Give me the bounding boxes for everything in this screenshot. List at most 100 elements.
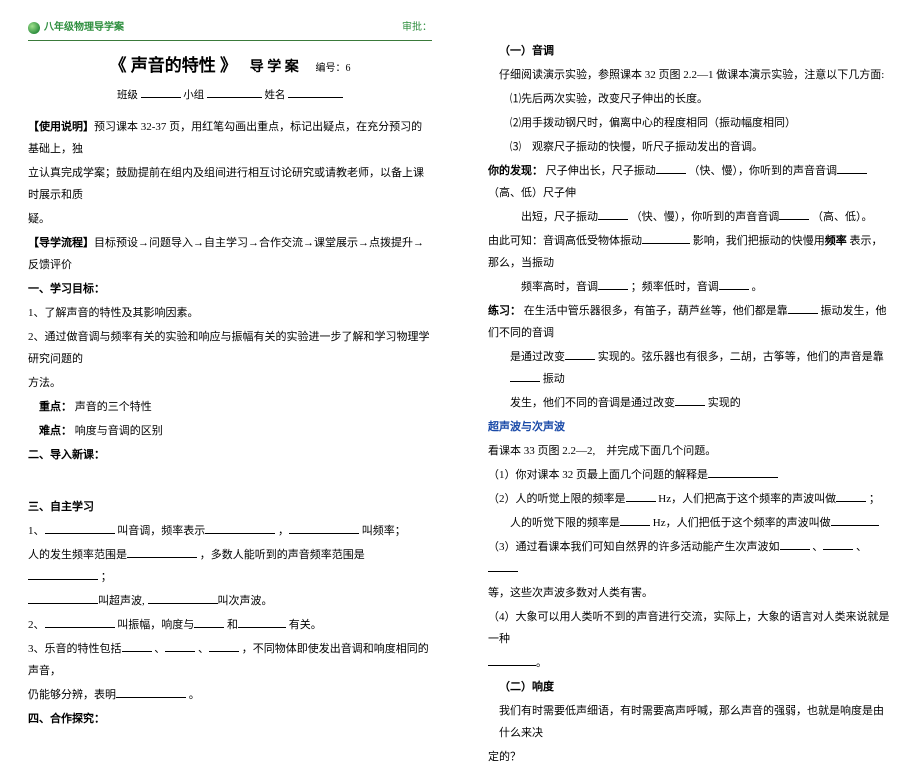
page-header: 八年级物理导学案 审批：	[28, 18, 432, 41]
blank	[28, 568, 98, 580]
flow-block: 【导学流程】目标预设→问题导入→自主学习→合作交流→课堂展示→点拨提升→反馈评价	[28, 232, 432, 276]
main-title: 《 声音的特性 》	[110, 56, 238, 75]
blank	[148, 592, 218, 604]
r-prac3: 发生，他们不同的音调是通过改变 实现的	[488, 392, 892, 414]
s3l1a: 1、	[28, 525, 45, 537]
r-sp3: （2）人的听觉上限的频率是 Hz，人们把高于这个频率的声波叫做 ；	[488, 488, 892, 510]
rc2b: ；频率低时，音调	[631, 281, 719, 293]
blank	[194, 616, 224, 628]
rf2a: 出短，尺子振动	[521, 211, 598, 223]
blank	[779, 208, 809, 220]
s3l1d: 叫频率；	[362, 525, 406, 537]
class-row: 班级 小组 姓名	[28, 85, 432, 106]
usage-line2: 立认真完成学案；鼓励提前在组内及组间进行相互讨论研究或请教老师，以备上课时展示和…	[28, 162, 432, 206]
sec3-line3: 叫超声波, 叫次声波。	[28, 590, 432, 612]
rsp3b: Hz，人们把高于这个频率的声波叫做	[658, 493, 836, 505]
blank	[488, 560, 518, 572]
blank	[289, 522, 359, 534]
blank	[823, 538, 853, 550]
blank-class	[141, 86, 181, 98]
key-point: 重点： 声音的三个特性	[28, 396, 432, 418]
s3l5b: 、	[154, 643, 165, 655]
r-con1: 由此可知：音调高低受物体振动 影响，我们把振动的快慢用频率 表示，那么，当振动	[488, 230, 892, 274]
r-rp2: 定的？	[488, 746, 892, 768]
header-spacer	[488, 18, 892, 32]
blank	[45, 522, 115, 534]
rc2c: 。	[752, 281, 763, 293]
rsp5c: 、	[856, 541, 867, 553]
rsp5a: （3）通过看课本我们可知自然界的许多活动能产生次声波如	[488, 541, 780, 553]
blank	[209, 640, 239, 652]
r-h2: 超声波与次声波	[488, 416, 892, 438]
r-sp4: 人的听觉下限的频率是 Hz，人们把低于这个频率的声波叫做	[488, 512, 892, 534]
blank	[510, 370, 540, 382]
serial-number: 编号：6	[316, 63, 351, 74]
blank	[45, 616, 115, 628]
sec3-line2: 人的发生频率范围是 ，多数人能听到的声音频率范围是 ；	[28, 544, 432, 588]
blank	[127, 546, 197, 558]
blank	[656, 162, 686, 174]
blank	[238, 616, 286, 628]
goals-head: 一、学习目标：	[28, 278, 432, 300]
right-column: （一）音调 仔细阅读演示实验，参照课本 32 页图 2.2—1 做课本演示实验，…	[460, 0, 920, 650]
blank	[642, 232, 690, 244]
rc1a: 由此可知：音调高低受物体振动	[488, 235, 642, 247]
r-p3: ⑵用手拨动钢尺时，偏离中心的程度相同（振动幅度相同）	[488, 112, 892, 134]
rsp4a: 人的听觉下限的频率是	[510, 517, 620, 529]
r-con2: 频率高时，音调 ；频率低时，音调 。	[488, 276, 892, 298]
blank	[837, 162, 867, 174]
r-sp1: 看课本 33 页图 2.2—2, 并完成下面几个问题。	[488, 440, 892, 462]
s3l5c: 、	[198, 643, 209, 655]
blank	[788, 302, 818, 314]
prac-label: 练习：	[488, 305, 521, 317]
s3l3b: 叫次声波。	[218, 595, 273, 607]
s3l4a: 2、	[28, 619, 45, 631]
blank	[675, 394, 705, 406]
s3l1b: 叫音调，频率表示	[117, 525, 205, 537]
blank	[116, 686, 186, 698]
rp2b: 实现的。弦乐器也有很多，二胡，古筝等，他们的声音是靠	[598, 351, 884, 363]
header-right: 审批：	[402, 18, 432, 38]
s3l6a: 仍能够分辨，表明	[28, 689, 116, 701]
left-column: 八年级物理导学案 审批： 《 声音的特性 》 导 学 案 编号：6 班级 小组 …	[0, 0, 460, 650]
s3l4d: 有关。	[289, 619, 322, 631]
usage-block: 【使用说明】预习课本 32-37 页，用红笔勾画出重点，标记出疑点，在充分预习的…	[28, 116, 432, 160]
sec3-line5: 3、乐音的特性包括 、 、 ，不同物体即使发出音调和响度相同的声音，	[28, 638, 432, 682]
blank-name	[288, 86, 343, 98]
rc1b: 影响，我们把振动的快慢用	[693, 235, 825, 247]
key-text: 声音的三个特性	[75, 401, 152, 413]
r-h1: （一）音调	[488, 40, 892, 62]
diff-label: 难点：	[39, 425, 72, 437]
blank	[205, 522, 275, 534]
diff-point: 难点： 响度与音调的区别	[28, 420, 432, 442]
sec3-head: 三、自主学习	[28, 496, 432, 518]
blank	[598, 278, 628, 290]
r-p1: 仔细阅读演示实验，参照课本 32 页图 2.2—1 做课本演示实验，注意以下几方…	[488, 64, 892, 86]
rf2c: （高、低）。	[812, 211, 873, 223]
r-prac1: 练习： 在生活中管乐器很多，有笛子，葫芦丝等，他们都是靠 振动发生，他们不同的音…	[488, 300, 892, 344]
diff-text: 响度与音调的区别	[75, 425, 163, 437]
s3l4c: 和	[227, 619, 238, 631]
r-sp8: 。	[488, 652, 892, 674]
rsp3c: ；	[869, 493, 880, 505]
r-prac2: 是通过改变 实现的。弦乐器也有很多，二胡，古筝等，他们的声音是靠 振动	[488, 346, 892, 390]
rf2b: （快、慢），你听到的声音音调	[631, 211, 780, 223]
r-sp2: （1）你对课本 32 页最上面几个问题的解释是	[488, 464, 892, 486]
logo-dot-icon	[28, 22, 40, 34]
blank	[488, 654, 536, 666]
goal-1: 1、了解声音的特性及其影响因素。	[28, 302, 432, 324]
flow-label: 【导学流程】	[28, 237, 94, 249]
header-left: 八年级物理导学案	[44, 18, 124, 38]
rsp3a: （2）人的听觉上限的频率是	[488, 493, 626, 505]
blank	[565, 348, 595, 360]
r-p2: ⑴先后两次实验，改变尺子伸出的长度。	[488, 88, 892, 110]
usage-label: 【使用说明】	[28, 121, 94, 133]
s3l3a: 叫超声波,	[98, 595, 145, 607]
sec3-line4: 2、 叫振幅，响度与 和 有关。	[28, 614, 432, 636]
s3l2c: ；	[101, 571, 112, 583]
goal-2b: 方法。	[28, 372, 432, 394]
blank	[831, 514, 879, 526]
r-h3: （二）响度	[488, 676, 892, 698]
s3l2b: ，多数人能听到的声音频率范围是	[200, 549, 365, 561]
blank-group	[207, 86, 262, 98]
